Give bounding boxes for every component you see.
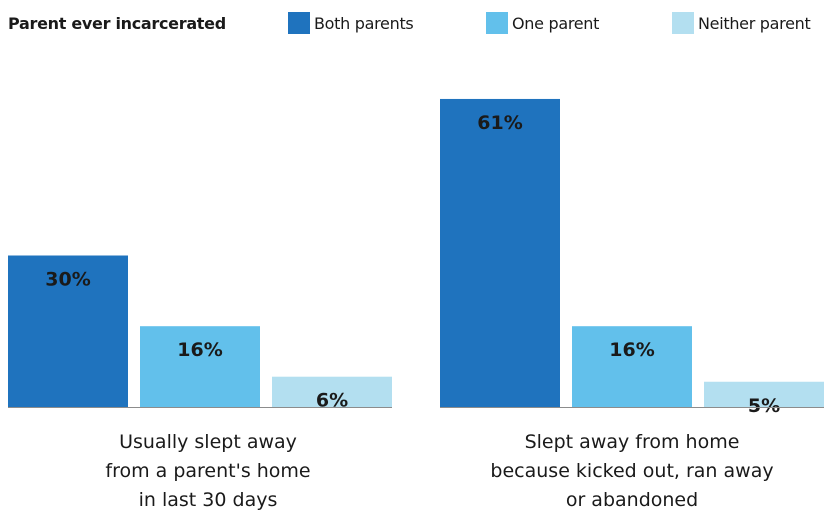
category-label-line: because kicked out, ran away [490, 460, 774, 482]
bar-neither-parent-0 [272, 376, 392, 407]
legend-swatch [486, 12, 508, 34]
category-label-line: in last 30 days [138, 489, 278, 511]
bar-one-parent-0 [140, 326, 260, 407]
data-label: 16% [177, 339, 222, 361]
category-label-line: or abandoned [565, 489, 699, 511]
legend-label: Neither parent [698, 14, 811, 33]
legend: Parent ever incarcerated Both parents On… [0, 12, 824, 36]
category-label-line: Usually slept away [119, 431, 297, 453]
category-label-line: Slept away from home [524, 431, 740, 453]
data-label: 6% [316, 390, 348, 412]
legend-label: One parent [512, 14, 600, 33]
legend-label: Both parents [314, 14, 414, 33]
bar-one-parent-1 [572, 326, 692, 407]
data-label: 16% [609, 339, 654, 361]
bar-chart: 30% 16% 6% 61% 16% 5% [8, 98, 824, 417]
category-label-kicked-out-ran-away: Slept away from home because kicked out,… [452, 428, 812, 515]
legend-swatch [672, 12, 694, 34]
bar-neither-parent-1 [704, 381, 824, 407]
data-label: 30% [45, 269, 90, 291]
legend-title: Parent ever incarcerated [8, 14, 226, 33]
data-label: 5% [748, 395, 780, 417]
category-label-line: from a parent's home [105, 460, 311, 482]
bar-both-parents-0 [8, 255, 128, 407]
bar-both-parents-1 [440, 98, 560, 407]
data-label: 61% [477, 112, 522, 134]
legend-swatch [288, 12, 310, 34]
category-label-slept-away-30-days: Usually slept away from a parent's home … [28, 428, 388, 515]
